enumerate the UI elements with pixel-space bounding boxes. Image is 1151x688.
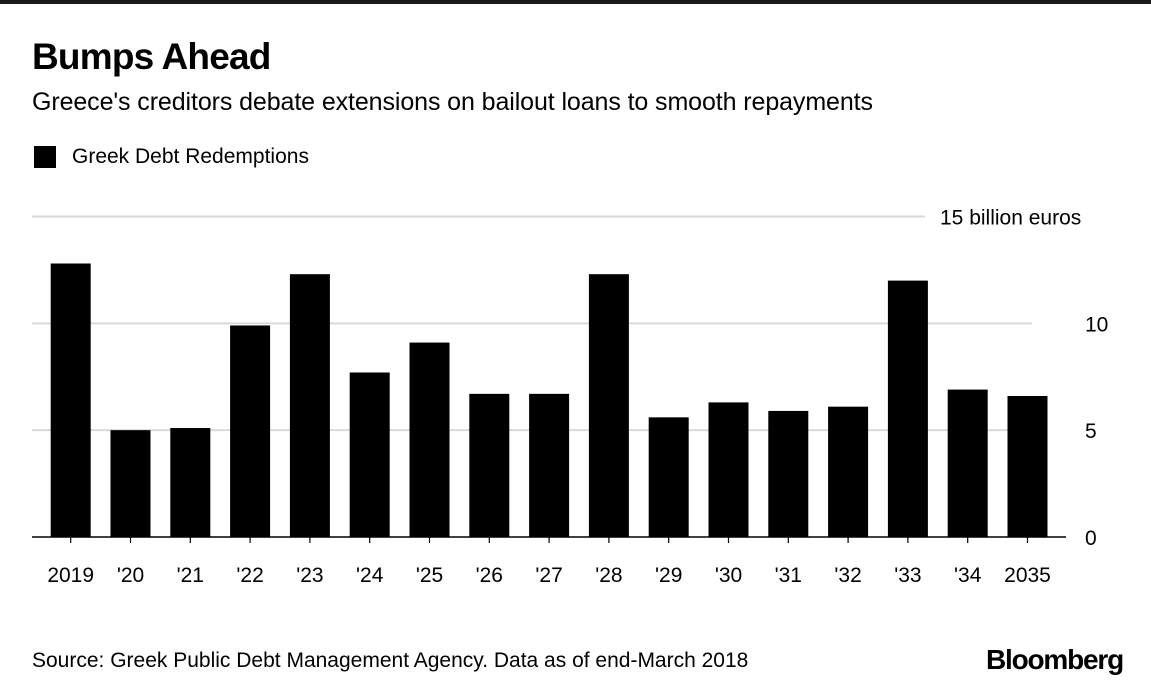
x-tick-label: '23 (296, 564, 323, 587)
chart-title: Bumps Ahead (32, 36, 271, 77)
bloomberg-logo: Bloomberg (986, 644, 1124, 675)
bar (50, 263, 91, 537)
bar (947, 389, 988, 537)
x-tick-label: '27 (535, 564, 562, 587)
legend: Greek Debt Redemptions (34, 145, 309, 169)
y-tick-label: 10 (1085, 313, 1108, 336)
bar (110, 430, 151, 537)
bar (588, 274, 629, 537)
x-tick-label: '22 (236, 564, 263, 587)
bar (230, 325, 271, 537)
bar (469, 393, 510, 537)
x-tick-label: 2019 (47, 564, 94, 587)
bars (50, 263, 1048, 537)
y-axis-labels: 0 5 10 15 billion euros (940, 207, 1108, 551)
bar (529, 393, 570, 537)
bar (1007, 395, 1048, 537)
chart-subtitle: Greece's creditors debate extensions on … (32, 88, 873, 116)
bar (768, 410, 809, 537)
bar (349, 372, 390, 537)
top-bar (0, 0, 1151, 4)
bar (828, 406, 869, 537)
x-tick-label: '33 (894, 564, 921, 587)
x-axis-labels: 2019 '20 '21 '22 '23 '24 '25 '26 '27 '28 '29 '30 '31… (47, 564, 1051, 587)
x-tick-label: '26 (476, 564, 503, 587)
x-tick-label: '20 (117, 564, 144, 587)
x-tick-label: '30 (715, 564, 742, 587)
source-note: Source: Greek Public Debt Management Age… (32, 649, 749, 672)
bar (708, 402, 749, 537)
y-tick-label: 5 (1085, 420, 1097, 443)
x-tick-label: '24 (356, 564, 384, 587)
bar (289, 274, 330, 537)
x-tick-label: '32 (834, 564, 861, 587)
legend-label: Greek Debt Redemptions (72, 145, 309, 168)
x-tick-label: '21 (177, 564, 204, 587)
x-tick-label: '25 (416, 564, 443, 587)
bar (887, 280, 928, 537)
legend-swatch (34, 146, 56, 168)
x-tick-label: '34 (954, 564, 982, 587)
x-tick-label: '31 (775, 564, 802, 587)
x-tick-label: '28 (595, 564, 622, 587)
bar (648, 417, 689, 537)
x-tick-label: 2035 (1004, 564, 1051, 587)
y-tick-label: 15 billion euros (940, 207, 1081, 230)
bar (409, 342, 450, 537)
y-tick-label: 0 (1085, 527, 1097, 550)
x-tick-label: '29 (655, 564, 682, 587)
bar (170, 428, 211, 537)
x-axis (32, 536, 1066, 543)
